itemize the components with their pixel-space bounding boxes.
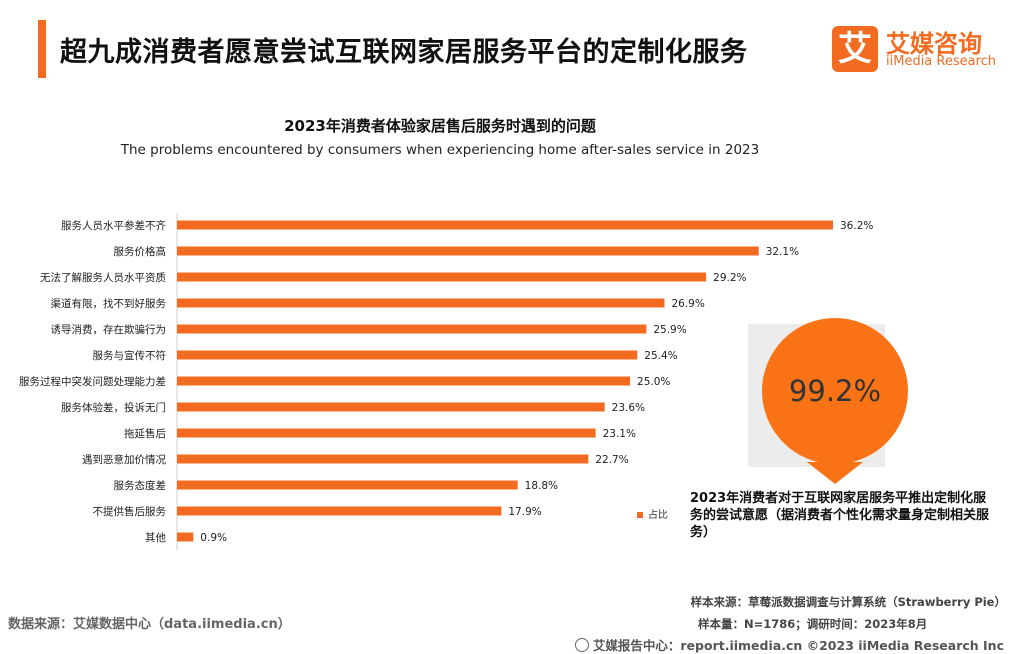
value-label: 0.9% [200,532,227,544]
category-label: 服务人员水平参差不齐 [61,219,166,232]
value-label: 36.2% [840,220,873,232]
callout-pointer [807,462,863,484]
category-label: 服务过程中突发问题处理能力差 [19,375,166,388]
sample-size-note: 样本量：N=1786；调研时间：2023年8月 [698,617,928,631]
globe-icon [574,638,589,652]
bar [177,454,589,464]
bar [177,272,707,282]
logo-chinese-name: 艾媒咨询 [886,30,982,58]
category-label: 服务价格高 [114,245,167,258]
value-label: 29.2% [713,272,746,284]
value-label: 25.0% [637,376,670,388]
bar [177,246,759,256]
category-label: 服务态度差 [114,479,167,492]
category-label: 服务与宣传不符 [93,349,167,362]
sample-source-note: 样本来源：草莓派数据调查与计算系统（Strawberry Pie） [690,595,1006,609]
footer-copyright-text: 艾媒报告中心：report.iimedia.cn ©2023 iiMedia R… [592,638,1004,653]
bar [177,532,194,542]
category-label: 诱导消费，存在欺骗行为 [51,323,167,336]
page-title: 超九成消费者愿意尝试互联网家居服务平台的定制化服务 [60,37,748,68]
logo-english-name: iiMedia Research [886,54,997,69]
chart-subtitle: The problems encountered by consumers wh… [120,142,760,158]
bar-chart: 服务人员水平参差不齐 36.2% 服务价格高 32.1% 无法了解服务人员水平资质 29.… [19,213,873,550]
chart-title: 2023年消费者体验家居售后服务时遇到的问题 [284,117,596,135]
bar [177,220,833,230]
callout-value-circle: 99.2% [762,318,908,464]
bar [177,402,605,412]
bar [177,376,631,386]
callout-description: 2023年消费者对于互联网家居服务平推出定制化服务的尝试意愿（据消费者个性化需求… [690,491,990,540]
bar [177,350,638,360]
chart-legend: 占比 [637,506,668,521]
bar [177,506,502,516]
bar [177,324,647,334]
legend-swatch [637,512,643,518]
brand-logo: 艾 艾媒咨询 iiMedia Research [832,26,1002,72]
category-label: 服务体验差，投诉无门 [61,401,166,414]
footer-copyright: 艾媒报告中心：report.iimedia.cn ©2023 iiMedia R… [574,635,1004,654]
value-label: 26.9% [671,298,704,310]
category-label: 拖延售后 [124,427,166,440]
logo-mark-icon: 艾 [832,26,878,72]
title-accent-bar [38,20,46,78]
value-label: 23.6% [612,402,645,414]
value-label: 23.1% [603,428,636,440]
value-label: 32.1% [766,246,799,258]
bar [177,428,596,438]
bar [177,480,518,490]
category-label: 渠道有限，找不到好服务 [51,297,167,310]
value-label: 25.9% [653,324,686,336]
value-label: 17.9% [508,506,541,518]
value-label: 25.4% [644,350,677,362]
category-label: 不提供售后服务 [93,505,167,518]
data-source-note: 数据来源：艾媒数据中心（data.iimedia.cn） [8,617,291,632]
category-label: 其他 [145,531,166,544]
category-label: 遇到恶意加价情况 [82,453,166,466]
value-label: 22.7% [595,454,628,466]
legend-label: 占比 [648,510,668,521]
value-label: 18.8% [525,480,558,492]
bar [177,298,665,308]
category-label: 无法了解服务人员水平资质 [40,271,166,284]
